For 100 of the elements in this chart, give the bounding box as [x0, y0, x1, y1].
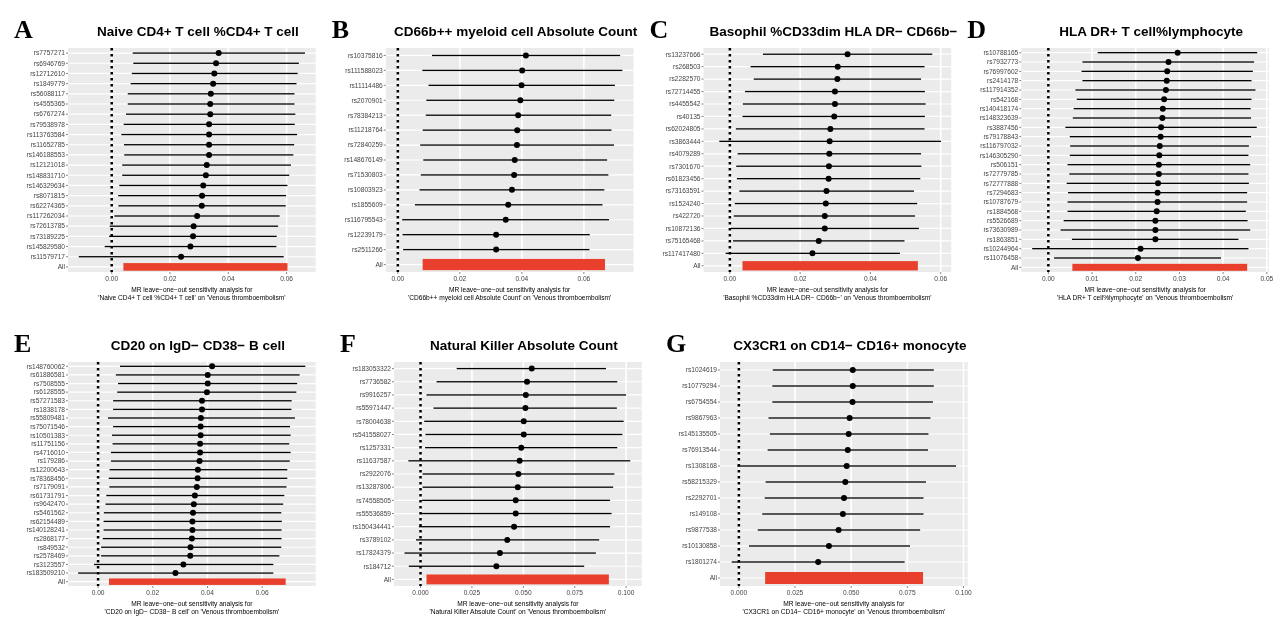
point	[1157, 133, 1164, 140]
point	[1161, 96, 1168, 103]
point	[1137, 245, 1144, 252]
point	[187, 552, 194, 559]
point	[1155, 171, 1162, 177]
point	[190, 501, 197, 508]
point	[842, 479, 849, 485]
point	[518, 82, 525, 89]
chart-title: HLA DR+ T cell%lymphocyte	[1059, 24, 1244, 39]
point	[198, 397, 205, 404]
point	[1174, 49, 1181, 56]
point	[197, 432, 204, 439]
point	[493, 246, 500, 253]
point	[825, 175, 832, 182]
point	[524, 378, 531, 385]
point	[831, 101, 838, 107]
point	[203, 162, 210, 169]
point	[815, 559, 822, 565]
point	[823, 188, 830, 195]
point	[827, 125, 834, 132]
point	[197, 423, 204, 430]
point	[1159, 105, 1166, 112]
point	[1156, 152, 1163, 159]
chart-title: Basophil %CD33dim HLA DR− CD66b−	[709, 24, 958, 39]
point	[1154, 199, 1161, 205]
point	[835, 527, 842, 533]
point	[1165, 59, 1172, 65]
point	[846, 415, 853, 421]
point	[511, 157, 518, 163]
text: G	[666, 329, 687, 358]
chart-title: Naive CD4+ T cell %CD4+ T cell	[96, 24, 299, 39]
point	[1155, 161, 1162, 168]
point	[178, 253, 185, 260]
point	[187, 243, 194, 250]
point	[511, 523, 518, 530]
point	[826, 138, 833, 145]
point	[206, 131, 213, 138]
point	[1163, 77, 1170, 84]
point	[190, 223, 197, 230]
point	[518, 444, 525, 451]
point	[834, 76, 841, 83]
chart-title: CD66b++ myeloid cell Absolute Count	[393, 24, 638, 39]
point	[845, 431, 852, 437]
point	[204, 380, 211, 387]
point	[197, 440, 204, 447]
point	[188, 535, 195, 542]
point	[519, 67, 526, 74]
point	[209, 363, 216, 370]
point	[1152, 217, 1159, 224]
point	[197, 449, 204, 456]
point	[207, 101, 214, 107]
text: B	[331, 15, 350, 44]
point	[508, 186, 515, 193]
point	[1134, 255, 1141, 261]
point	[206, 121, 213, 128]
point	[207, 111, 214, 118]
point	[826, 150, 833, 157]
point	[825, 163, 832, 170]
point	[1154, 189, 1161, 196]
point	[1152, 227, 1159, 233]
text: E	[14, 329, 32, 358]
point	[206, 151, 213, 158]
point	[822, 200, 829, 207]
point	[514, 127, 521, 134]
point	[1162, 87, 1169, 93]
point	[203, 389, 210, 396]
point	[821, 225, 828, 232]
point	[1152, 236, 1159, 243]
point	[831, 88, 838, 95]
point	[840, 495, 847, 501]
point	[502, 216, 509, 223]
point	[843, 463, 850, 469]
text: D	[967, 15, 987, 44]
point	[193, 483, 200, 490]
point	[191, 492, 198, 499]
point	[194, 466, 201, 473]
point	[839, 511, 846, 517]
point	[189, 527, 196, 533]
point	[512, 510, 519, 517]
point	[190, 233, 197, 240]
point	[496, 550, 503, 557]
point	[1158, 124, 1165, 131]
point	[1156, 143, 1163, 149]
point	[197, 415, 204, 421]
point	[504, 536, 511, 543]
point	[196, 458, 203, 465]
point	[516, 457, 523, 464]
point	[215, 50, 222, 57]
point	[844, 447, 851, 453]
point	[849, 399, 856, 405]
point	[204, 371, 211, 378]
point	[206, 141, 213, 148]
point	[172, 570, 179, 577]
text: F	[340, 329, 356, 358]
point	[809, 250, 816, 257]
point	[200, 182, 207, 189]
point	[512, 497, 519, 504]
point	[1153, 208, 1160, 215]
point	[202, 172, 209, 179]
point	[515, 112, 522, 119]
